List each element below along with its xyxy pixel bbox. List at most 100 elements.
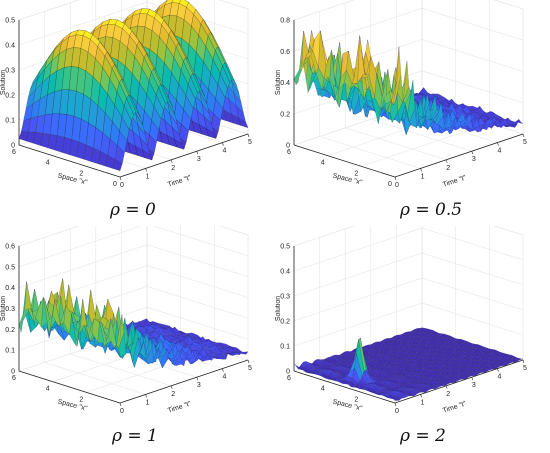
z-tick-label: 0.1 xyxy=(5,348,15,355)
gridline-z xyxy=(293,277,524,322)
gridline-z xyxy=(293,7,524,52)
surface-mesh xyxy=(18,0,249,172)
t-axis-label: Time "t" xyxy=(442,174,468,188)
z-tick-label: 0.1 xyxy=(5,118,15,125)
t-tick xyxy=(222,368,224,372)
rho-2-caption: ρ = 2 xyxy=(400,426,446,446)
x-tick-label: 0 xyxy=(113,181,117,188)
t-tick xyxy=(170,385,173,389)
x-tick-label: 4 xyxy=(321,386,325,393)
z-tick-label: 0.3 xyxy=(5,68,15,75)
t-tick-label: 2 xyxy=(171,391,175,398)
gridline-z xyxy=(293,302,524,347)
z-axis-label: Solution xyxy=(0,70,7,95)
t-tick xyxy=(497,368,499,372)
gridline-z xyxy=(18,226,249,268)
surface-plot-rho-0: 0 1 2 3 4 5 0 2 4 6 0 0.1 0.2 0.3 0.4 0.5 Time "t" Space … xyxy=(0,0,275,226)
t-tick xyxy=(445,385,448,389)
t-axis-line xyxy=(119,359,249,404)
t-tick-label: 5 xyxy=(248,365,252,372)
x-axis-line xyxy=(18,144,121,178)
t-tick xyxy=(145,394,147,398)
rho-1-caption: ρ = 1 xyxy=(112,426,158,446)
gridline-z xyxy=(18,1,249,46)
surface-mesh xyxy=(293,30,524,136)
t-tick-label: 4 xyxy=(222,148,226,155)
t-tick-label: 0 xyxy=(120,182,124,189)
x-tick-label: 4 xyxy=(46,160,50,167)
x-tick-label: 6 xyxy=(12,375,16,382)
x-axis-label: Space "x" xyxy=(57,398,89,412)
z-tick-label: 0.4 xyxy=(5,43,15,50)
z-tick-label: 0.8 xyxy=(280,18,290,25)
rho-0-5-caption: ρ = 0.5 xyxy=(400,200,463,220)
gridline-z xyxy=(293,226,524,247)
t-tick-label: 5 xyxy=(523,139,527,146)
z-tick-label: 0.1 xyxy=(280,344,290,351)
t-tick-label: 1 xyxy=(421,399,425,406)
x-tick-label: 2 xyxy=(354,396,358,403)
t-tick-label: 2 xyxy=(446,165,450,172)
t-tick-label: 3 xyxy=(472,382,476,389)
t-tick xyxy=(394,402,397,407)
t-tick-label: 4 xyxy=(222,374,226,381)
z-tick-label: 0.6 xyxy=(280,49,290,56)
z-tick-label: 0.3 xyxy=(5,306,15,313)
surface-plot-rho-1: 0 1 2 3 4 5 2 4 6 0 0.1 0.2 0.3 0.4 0.5 0.6 Time "t" Spac… xyxy=(0,226,275,452)
t-tick xyxy=(471,377,474,381)
t-tick-label: 2 xyxy=(446,391,450,398)
t-tick xyxy=(196,377,199,381)
t-tick-label: 1 xyxy=(146,173,150,180)
surface-patch xyxy=(389,394,398,401)
x-tick-label: 6 xyxy=(287,149,291,156)
gridline-z xyxy=(18,0,249,21)
t-tick-label: 1 xyxy=(421,173,425,180)
t-tick-label: 4 xyxy=(497,374,501,381)
z-tick-label: 0 xyxy=(286,369,290,376)
t-tick-label: 1 xyxy=(146,399,150,406)
surface-plot-rho-2: 0 1 2 3 4 5 2 4 6 0 0.1 0.2 0.3 0.4 0.5 Time "t" Space "… xyxy=(275,226,550,452)
z-tick-label: 0 xyxy=(286,143,290,150)
gridline-z xyxy=(293,252,524,297)
t-axis-line xyxy=(119,133,249,178)
t-tick-label: 3 xyxy=(472,156,476,163)
z-axis-label: Solution xyxy=(275,70,282,95)
z-tick-label: 0.4 xyxy=(280,80,290,87)
t-axis-label: Time "t" xyxy=(442,400,468,414)
t-tick xyxy=(247,133,250,138)
t-tick-label: 3 xyxy=(197,382,201,389)
t-tick-label: 0 xyxy=(395,408,399,415)
gridline-z xyxy=(18,226,249,247)
z-tick-label: 0 xyxy=(11,143,15,150)
surface-patch xyxy=(114,314,123,348)
x-tick-label: 2 xyxy=(354,170,358,177)
x-axis-label: Space "x" xyxy=(332,398,364,412)
z-tick-label: 0.5 xyxy=(5,18,15,25)
x-tick-label: 4 xyxy=(321,160,325,167)
t-tick-label: 0 xyxy=(120,408,124,415)
t-tick-label: 2 xyxy=(171,165,175,172)
t-tick xyxy=(247,359,250,364)
t-tick xyxy=(145,168,147,172)
gridline-z xyxy=(293,227,524,272)
z-tick-label: 0.2 xyxy=(5,327,15,334)
x-tick-label: 6 xyxy=(287,375,291,382)
t-tick xyxy=(445,159,448,163)
t-axis-line xyxy=(394,133,524,178)
x-axis-line xyxy=(18,370,121,404)
x-axis-line xyxy=(293,144,396,178)
rho-0-caption: ρ = 0 xyxy=(110,200,156,220)
z-tick-label: 0.5 xyxy=(5,264,15,271)
z-tick-label: 0.5 xyxy=(280,244,290,251)
z-tick-label: 0.6 xyxy=(5,244,15,251)
t-tick-label: 5 xyxy=(523,365,527,372)
t-tick-label: 5 xyxy=(248,139,252,146)
x-tick-label: 0 xyxy=(388,181,392,188)
t-tick xyxy=(471,151,474,155)
x-axis-label: Space "x" xyxy=(57,172,89,186)
x-tick-label: 2 xyxy=(79,396,83,403)
surface-patch xyxy=(112,159,123,172)
gridline-z xyxy=(18,244,249,288)
